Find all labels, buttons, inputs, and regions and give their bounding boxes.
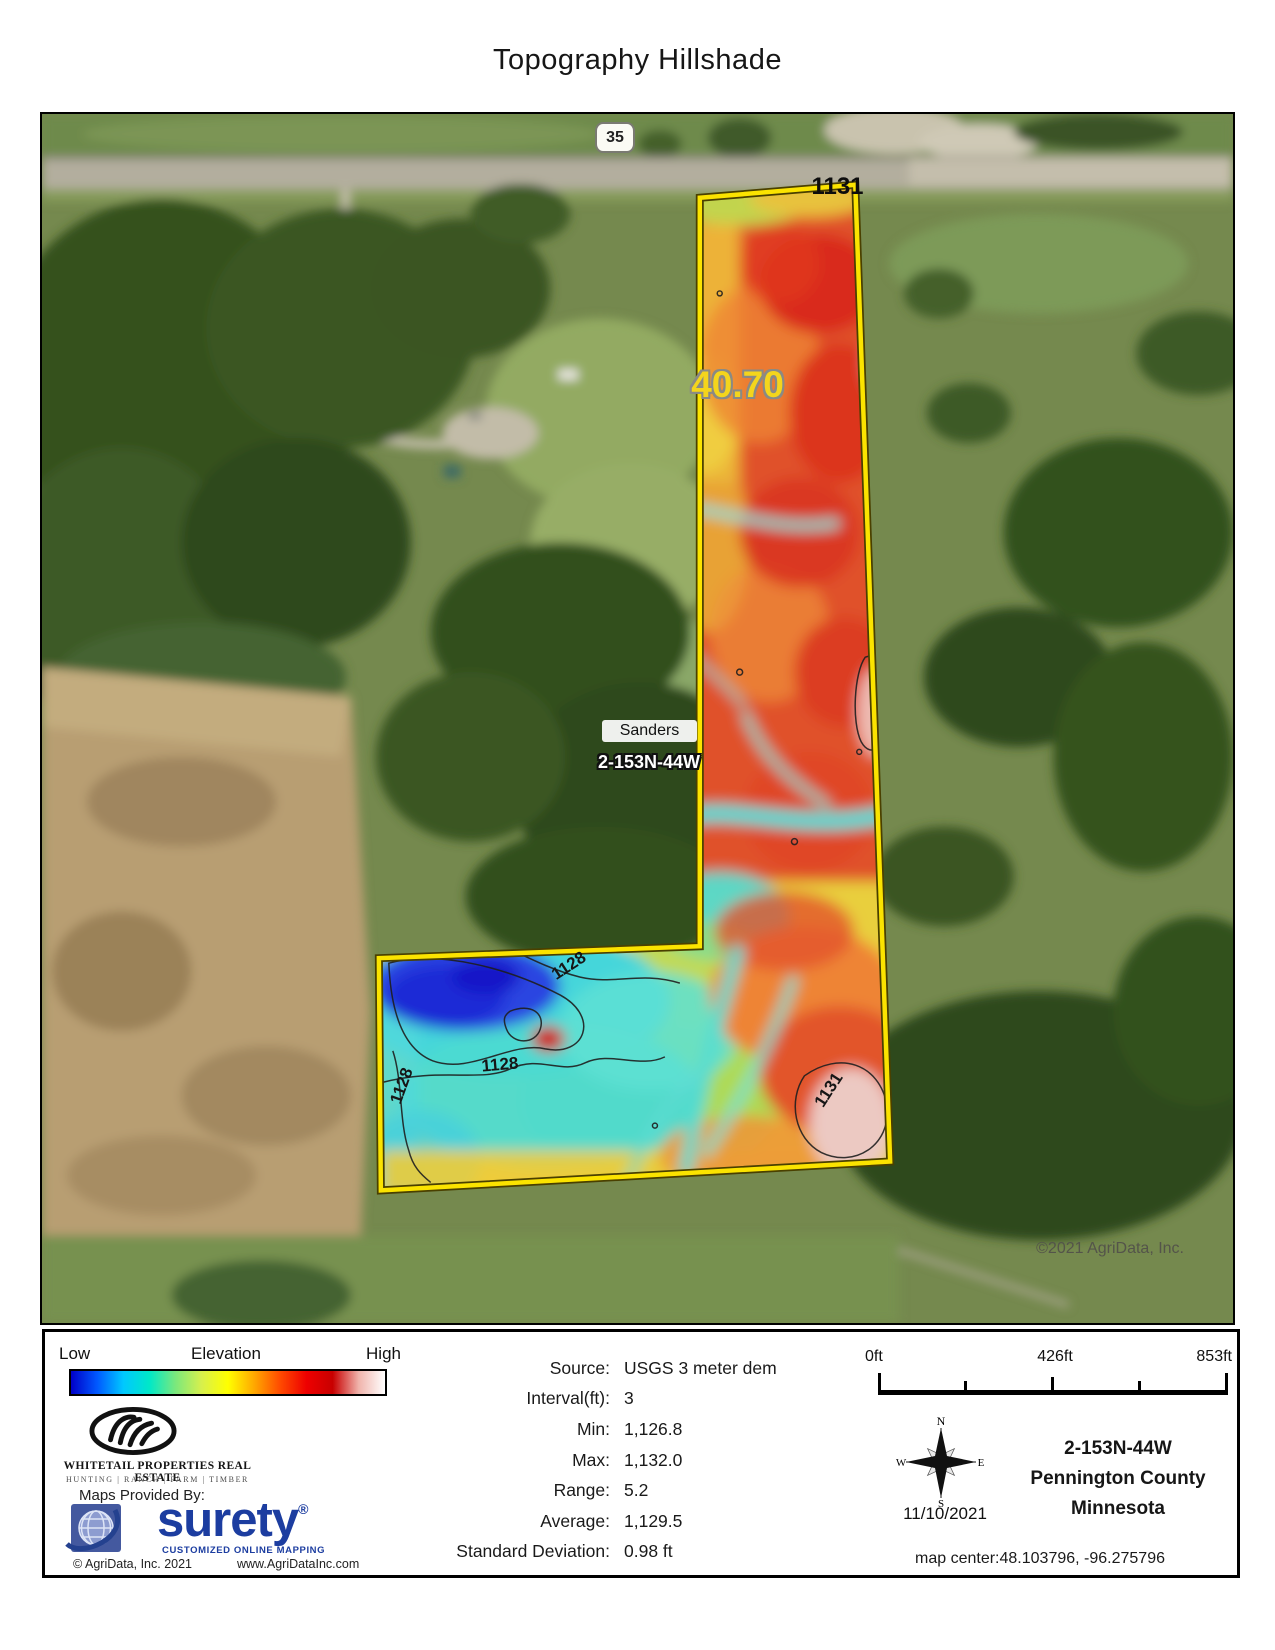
page-title: Topography Hillshade [493,44,782,76]
registered-mark: ® [298,1501,309,1517]
stat-row: Standard Deviation: 0.98 ft [400,1537,777,1568]
agridata-copyright: © AgriData, Inc. 2021 [73,1557,193,1571]
whitetail-logo-icon [89,1407,177,1455]
stat-row: Range: 5.2 [400,1475,777,1506]
stat-label: Max: [572,1449,610,1470]
legend-gradient-bar [69,1369,387,1396]
whitetail-name: WHITETAIL PROPERTIES REAL ESTATE [63,1460,252,1484]
stat-label: Source: [549,1357,610,1378]
highway-shield-label: 35 [606,128,624,146]
stat-value: 1,129.5 [624,1510,683,1531]
legend-title: Elevation [191,1344,261,1363]
stat-value: 1,126.8 [624,1418,683,1439]
compass-east-label: E [978,1457,985,1469]
legend-high-label: High [366,1344,401,1363]
scale-tick-label: 0ft [865,1348,883,1365]
stat-value: 5.2 [624,1480,649,1501]
scale-tick-label: 426ft [1037,1348,1073,1365]
surety-wordmark: surety® [157,1492,308,1548]
parcel-boundary [374,180,895,1195]
agridata-url: www.AgriDataInc.com [237,1557,360,1571]
stat-row: Max: 1,132.0 [400,1445,777,1476]
stat-label: Range: [553,1480,610,1501]
whitetail-tagline: HUNTING | RANCH | FARM | TIMBER [65,1475,249,1484]
stats-panel: Source: USGS 3 meter dem Interval(ft): 3 M… [400,1353,777,1568]
scale-bar-rule [878,1372,1228,1395]
stat-value: USGS 3 meter dem [624,1357,777,1378]
stat-row: Interval(ft): 3 [400,1384,777,1415]
stat-label: Standard Deviation: [456,1541,610,1562]
maps-provided-by-label: Maps Provided By: [79,1487,205,1504]
place-label: Sanders [602,720,697,742]
scale-tick-label: 853ft [1196,1348,1232,1365]
acreage-label: 40.70 [691,364,784,405]
stat-row: Min: 1,126.8 [400,1414,777,1445]
township-label: 2-153N-44W [1064,1438,1172,1459]
boundary-elevation-label: 1131 [811,173,864,200]
map-center-coordinates: map center:48.103796, -96.275796 [915,1550,1165,1567]
surety-tagline: CUSTOMIZED ONLINE MAPPING [162,1545,326,1556]
stat-label: Average: [540,1510,610,1531]
surety-word: surety [157,1493,299,1547]
highway-shield-35: 35 [595,122,635,153]
surety-globe-icon [65,1504,121,1552]
compass-south-label: S [938,1498,944,1508]
section-label: 2-153N-44W [597,752,701,772]
stat-value: 3 [624,1388,634,1409]
stat-value: 0.98 ft [624,1541,673,1562]
legend-low-label: Low [59,1344,91,1363]
map-copyright: ©2021 AgriData, Inc. [1036,1240,1184,1257]
stat-value: 1,132.0 [624,1449,683,1470]
stat-label: Interval(ft): [526,1388,610,1409]
footer-panel: Low Elevation High WHITETAIL PROPERTIES … [42,1329,1240,1578]
county-label: Pennington County [1030,1468,1206,1489]
map-date: 11/10/2021 [903,1504,987,1523]
stat-row: Source: USGS 3 meter dem [400,1353,777,1384]
stat-label: Min: [576,1418,610,1439]
state-label: Minnesota [1071,1498,1165,1519]
map-canvas: 35 1131 40.70 Sanders 2-153N-44W 1128 11… [40,112,1235,1325]
location-block: 2-153N-44W Pennington County Minnesota [993,1434,1243,1524]
aerial-hillshade-graphic [42,114,1233,1323]
scale-bar: 0ft 426ft 853ft [835,1348,1245,1396]
compass-rose-icon: N E S W [896,1416,985,1508]
stat-row: Average: 1,129.5 [400,1506,777,1537]
compass-north-label: N [937,1416,946,1428]
compass-west-label: W [896,1457,907,1469]
